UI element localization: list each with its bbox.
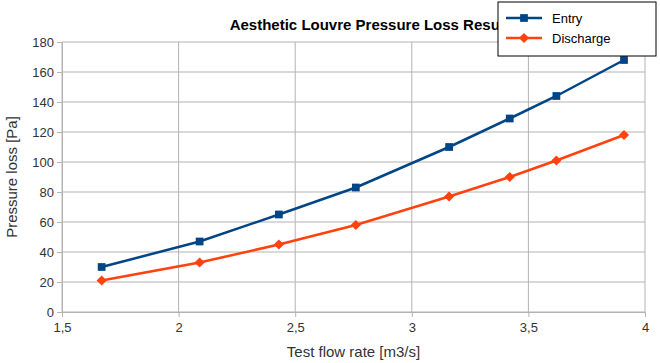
x-tick-mark <box>645 312 646 317</box>
y-tick: 100 <box>32 155 62 170</box>
grid <box>62 42 645 312</box>
x-axis: 1,5 2 2,5 3 3,5 4 <box>53 312 649 335</box>
series-marker <box>274 239 284 249</box>
x-grid-line <box>411 42 412 312</box>
y-tick: 0 <box>47 305 62 320</box>
y-tick-label: 140 <box>32 95 54 110</box>
x-tick-label: 1,5 <box>53 320 71 335</box>
y-tick: 80 <box>40 185 62 200</box>
legend-box <box>498 2 656 56</box>
x-tick-mark <box>528 312 529 317</box>
x-tick-mark <box>295 312 296 317</box>
series-marker <box>619 130 629 140</box>
x-tick-label: 3,5 <box>520 320 538 335</box>
series-marker <box>506 115 514 123</box>
y-grid-line <box>62 132 645 133</box>
y-tick-mark <box>57 192 62 193</box>
x-tick-mark <box>412 312 413 317</box>
x-tick-label: 2,5 <box>287 320 305 335</box>
y-tick-mark <box>57 132 62 133</box>
legend-marker <box>520 14 528 22</box>
x-grid-line <box>528 42 529 312</box>
x-tick-label: 4 <box>642 320 649 335</box>
y-tick-mark <box>57 162 62 163</box>
series-marker <box>505 172 515 182</box>
legend-label: Entry <box>552 11 583 26</box>
x-tick-mark <box>179 312 180 317</box>
series-group <box>97 56 630 285</box>
series-marker <box>275 211 283 219</box>
y-tick-mark <box>57 42 62 43</box>
y-tick: 60 <box>40 215 62 230</box>
y-tick-label: 0 <box>47 305 54 320</box>
series-marker <box>98 263 106 271</box>
y-tick: 120 <box>32 125 62 140</box>
y-axis: 0 20 40 60 80 100 120 140 160 180 <box>32 35 62 320</box>
y-tick: 160 <box>32 65 62 80</box>
series-marker <box>196 238 204 246</box>
x-tick: 2,5 <box>287 312 305 335</box>
series-marker <box>351 220 361 230</box>
y-tick-mark <box>57 222 62 223</box>
y-tick-mark <box>57 282 62 283</box>
series-marker <box>620 56 628 64</box>
x-grid-line <box>178 42 179 312</box>
series <box>97 130 630 286</box>
series-marker <box>352 184 360 192</box>
y-axis-title: Pressure loss [Pa] <box>3 116 20 238</box>
legend-marker <box>519 33 529 43</box>
x-grid-line <box>645 42 646 312</box>
y-tick-label: 80 <box>40 185 54 200</box>
series-marker <box>445 143 453 151</box>
y-tick-label: 120 <box>32 125 54 140</box>
y-tick: 180 <box>32 35 62 50</box>
y-tick-mark <box>57 252 62 253</box>
legend-entry: Entry <box>506 11 583 26</box>
legend-entry: Discharge <box>506 31 611 46</box>
x-tick: 4 <box>642 312 649 335</box>
x-grid-line <box>295 42 296 312</box>
legend-label: Discharge <box>552 31 611 46</box>
title: Aesthetic Louvre Pressure Loss Results <box>230 16 518 33</box>
y-tick-label: 100 <box>32 155 54 170</box>
x-tick: 3,5 <box>520 312 538 335</box>
y-tick: 40 <box>40 245 62 260</box>
x-axis-title: Test flow rate [m3/s] <box>287 343 420 360</box>
y-tick-mark <box>57 102 62 103</box>
series-marker <box>97 275 107 285</box>
y-grid-line <box>62 72 645 73</box>
y-tick: 140 <box>32 95 62 110</box>
x-tick: 1,5 <box>53 312 71 335</box>
y-tick-label: 40 <box>40 245 54 260</box>
x-tick-label: 2 <box>175 320 182 335</box>
y-grid-line <box>62 102 645 103</box>
y-grid-line <box>62 192 645 193</box>
legend: Entry Discharge <box>498 2 656 56</box>
series-marker <box>551 155 561 165</box>
y-tick-mark <box>57 312 62 313</box>
x-tick: 3 <box>409 312 416 335</box>
plot-area: 1,522,533,54020406080100120140160180 <box>32 35 649 336</box>
x-tick: 2 <box>175 312 182 335</box>
y-tick-label: 20 <box>40 275 54 290</box>
series-marker <box>444 191 454 201</box>
chart: 1,522,533,54020406080100120140160180Aest… <box>0 0 660 363</box>
y-grid-line <box>62 252 645 253</box>
series-line <box>102 135 624 281</box>
x-axis-line <box>63 313 646 318</box>
y-tick-label: 180 <box>32 35 54 50</box>
x-tick-label: 3 <box>409 320 416 335</box>
y-tick-label: 60 <box>40 215 54 230</box>
series-marker <box>553 92 561 100</box>
y-axis-line <box>57 43 63 313</box>
y-grid-line <box>62 282 645 283</box>
y-tick-mark <box>57 72 62 73</box>
y-tick-label: 160 <box>32 65 54 80</box>
series-marker <box>194 257 204 267</box>
y-tick: 20 <box>40 275 62 290</box>
